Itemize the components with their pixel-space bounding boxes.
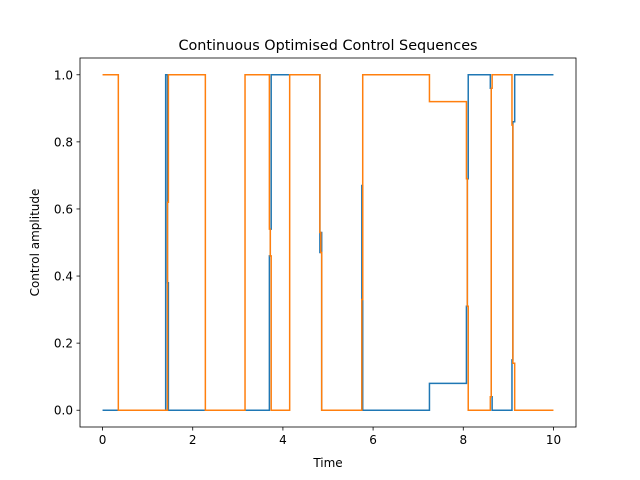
x-tick-label: 6 [369,433,377,447]
x-tick-label: 4 [279,433,287,447]
x-tick-label: 10 [546,433,561,447]
x-tick-label: 0 [99,433,107,447]
y-tick-label: 0.4 [54,270,73,284]
y-tick-label: 1.0 [54,68,73,82]
plot-frame [79,57,577,428]
y-tick-label: 0.8 [54,135,73,149]
y-tick-label: 0.0 [54,404,73,418]
y-tick-label: 0.2 [54,337,73,351]
x-tick-label: 2 [189,433,197,447]
x-axis-label: Time [312,456,342,470]
x-axis-ticks: 0 2 4 6 8 10 [99,427,561,447]
series-line-2 [102,74,554,411]
x-tick-label: 8 [459,433,467,447]
y-axis-label: Control amplitude [28,189,42,297]
series-line-1 [102,74,554,411]
plot-lines [102,74,554,411]
y-tick-label: 0.6 [54,202,73,216]
y-axis-ticks: 0.0 0.2 0.4 0.6 0.8 1.0 [54,68,80,418]
chart-title: Continuous Optimised Control Sequences [178,38,477,54]
